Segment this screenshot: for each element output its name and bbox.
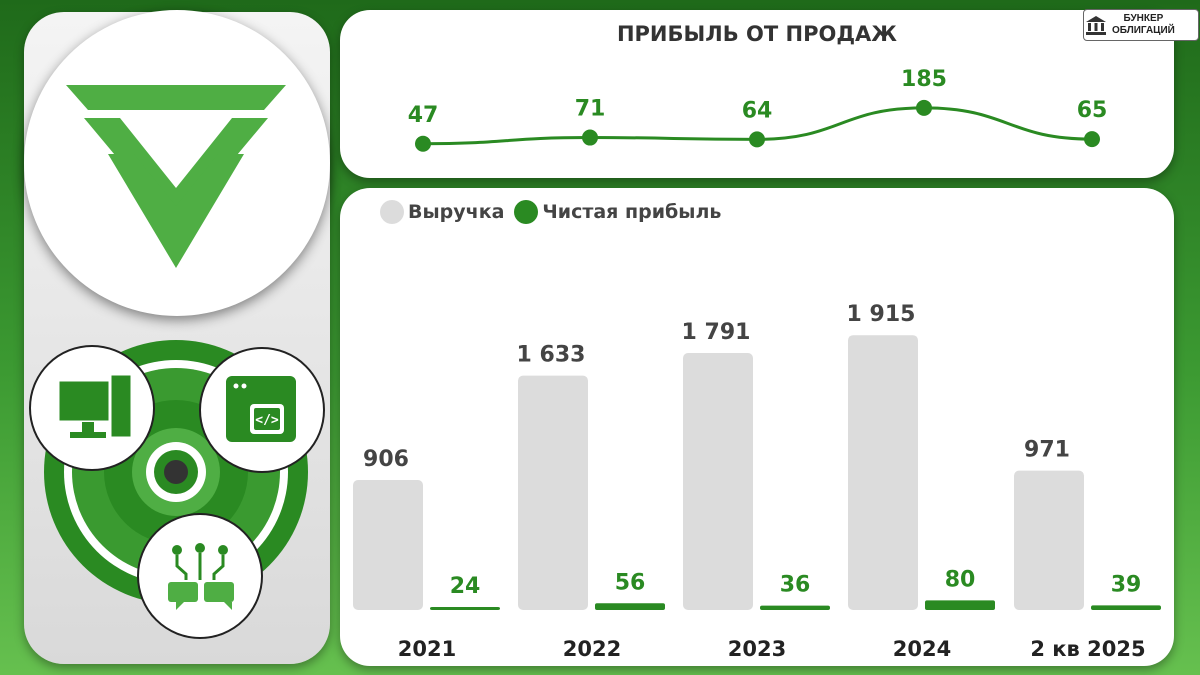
category-label: 2024 bbox=[893, 637, 951, 661]
revenue-value-label: 971 bbox=[1024, 438, 1070, 463]
revenue-value-label: 906 bbox=[363, 447, 409, 472]
legend-label-net-profit: Чистая прибыль bbox=[542, 201, 722, 223]
net-profit-value-label: 36 bbox=[780, 573, 811, 598]
circuit-chat-icon bbox=[137, 513, 263, 639]
svg-text:</>: </> bbox=[255, 413, 279, 428]
category-label: 2023 bbox=[728, 637, 786, 661]
net-profit-bar bbox=[595, 603, 665, 610]
revenue-value-label: 1 633 bbox=[517, 343, 586, 368]
category-label: 2021 bbox=[398, 637, 456, 661]
profit-value-label: 65 bbox=[1077, 98, 1108, 123]
revenue-bar bbox=[353, 479, 423, 610]
brand-line-1: БУНКЕР bbox=[1123, 13, 1164, 24]
profit-point bbox=[415, 135, 431, 152]
brand-line-2: ОБЛИГАЦИЙ bbox=[1112, 25, 1175, 36]
profit-point bbox=[749, 131, 765, 148]
net-profit-bar bbox=[1091, 605, 1161, 610]
category-label: 2 кв 2025 bbox=[1030, 637, 1145, 661]
revenue-bar bbox=[1014, 470, 1084, 610]
profit-line-chart: 47 71 64 185 65 bbox=[408, 67, 1108, 152]
net-profit-bar bbox=[430, 607, 500, 610]
legend-item-revenue: Выручка bbox=[380, 200, 504, 224]
bank-building-icon bbox=[1086, 16, 1106, 35]
tech-icons-cluster: </> bbox=[29, 340, 325, 639]
revenue-value-label: 1 915 bbox=[847, 302, 916, 327]
net-profit-value-label: 24 bbox=[450, 574, 481, 599]
net-profit-bar bbox=[760, 605, 830, 610]
logo-circle bbox=[24, 10, 330, 316]
net-profit-value-label: 39 bbox=[1111, 572, 1142, 597]
revenue-bar bbox=[683, 352, 753, 610]
profit-panel bbox=[340, 10, 1174, 178]
net-profit-value-label: 80 bbox=[945, 567, 976, 592]
profit-chart-title: ПРИБЫЛЬ ОТ ПРОДАЖ bbox=[616, 22, 898, 46]
profit-point bbox=[1084, 131, 1100, 148]
net-profit-value-label: 56 bbox=[615, 570, 646, 595]
profit-value-label: 71 bbox=[575, 97, 606, 122]
legend-item-net-profit: Чистая прибыль bbox=[514, 200, 721, 224]
brand-name: БУНКЕР ОБЛИГАЦИЙ bbox=[1112, 13, 1175, 37]
revenue-value-label: 1 791 bbox=[682, 320, 751, 345]
computer-monitor-icon bbox=[29, 345, 155, 471]
green-v-logo-icon bbox=[66, 85, 286, 268]
profit-point bbox=[916, 99, 932, 116]
legend-swatch-net-profit bbox=[514, 200, 539, 224]
legend-label-revenue: Выручка bbox=[408, 201, 505, 223]
revenue-bar bbox=[518, 375, 588, 610]
code-window-icon: </> bbox=[199, 347, 325, 473]
revenue-bar-chart: 906 24 2021 1 633 56 2022 1 791 36 2023 1 915 80 20… bbox=[353, 302, 1161, 661]
category-label: 2022 bbox=[563, 637, 621, 661]
profit-value-label: 185 bbox=[901, 67, 947, 92]
profit-point bbox=[582, 129, 598, 146]
brand-badge: БУНКЕР ОБЛИГАЦИЙ bbox=[1083, 9, 1199, 41]
revenue-bar bbox=[848, 335, 918, 610]
profit-value-label: 64 bbox=[742, 98, 773, 123]
profit-value-label: 47 bbox=[408, 103, 439, 128]
chart-legend: Выручка Чистая прибыль bbox=[380, 200, 731, 224]
net-profit-bar bbox=[925, 600, 995, 610]
legend-swatch-revenue bbox=[380, 200, 404, 224]
